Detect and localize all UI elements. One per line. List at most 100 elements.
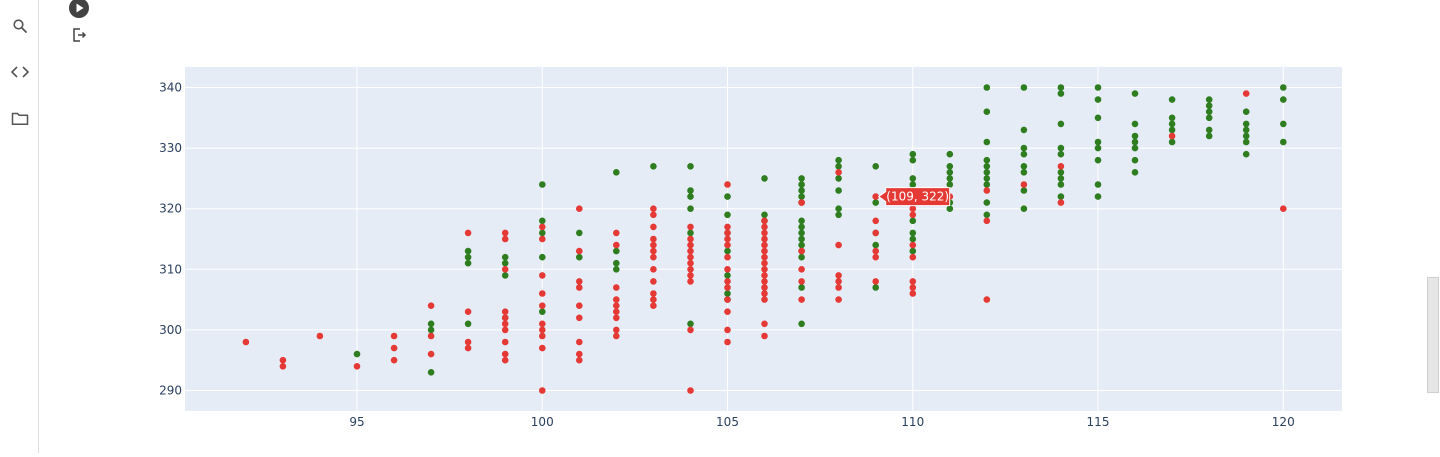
- data-point[interactable]: [501, 314, 509, 322]
- data-point[interactable]: [1057, 193, 1065, 200]
- data-point[interactable]: [650, 223, 657, 231]
- data-point[interactable]: [872, 229, 879, 237]
- data-point[interactable]: [798, 284, 805, 291]
- data-point[interactable]: [1020, 126, 1028, 134]
- data-point[interactable]: [501, 272, 509, 279]
- data-point[interactable]: [983, 108, 991, 115]
- data-point[interactable]: [650, 205, 657, 212]
- data-point[interactable]: [761, 266, 768, 273]
- data-point[interactable]: [724, 284, 731, 291]
- data-point[interactable]: [687, 387, 694, 394]
- data-point[interactable]: [613, 284, 620, 291]
- data-point[interactable]: [798, 223, 805, 231]
- data-point[interactable]: [724, 266, 731, 273]
- data-point[interactable]: [909, 156, 917, 164]
- data-point[interactable]: [835, 241, 842, 249]
- data-point[interactable]: [1020, 144, 1028, 152]
- data-point[interactable]: [279, 363, 287, 370]
- data-point[interactable]: [872, 217, 879, 225]
- data-point[interactable]: [872, 193, 879, 200]
- data-point[interactable]: [613, 169, 620, 176]
- data-point[interactable]: [427, 332, 435, 340]
- data-point[interactable]: [946, 150, 954, 158]
- data-point[interactable]: [835, 169, 842, 176]
- data-point[interactable]: [576, 338, 583, 346]
- data-point[interactable]: [687, 326, 694, 334]
- data-point[interactable]: [501, 253, 509, 261]
- data-point[interactable]: [835, 187, 842, 194]
- data-point[interactable]: [798, 229, 805, 237]
- data-point[interactable]: [798, 217, 805, 225]
- data-point[interactable]: [909, 205, 917, 212]
- data-point[interactable]: [650, 211, 657, 219]
- code-icon[interactable]: [10, 62, 30, 82]
- data-point[interactable]: [983, 187, 991, 194]
- data-point[interactable]: [427, 326, 435, 334]
- data-point[interactable]: [576, 314, 583, 322]
- data-point[interactable]: [1057, 144, 1065, 152]
- data-point[interactable]: [613, 314, 620, 322]
- data-point[interactable]: [983, 175, 991, 182]
- data-point[interactable]: [798, 241, 805, 249]
- data-point[interactable]: [761, 290, 768, 297]
- data-point[interactable]: [909, 241, 917, 249]
- search-icon[interactable]: [10, 16, 30, 36]
- data-point[interactable]: [1057, 169, 1065, 176]
- data-point[interactable]: [1242, 132, 1250, 140]
- data-point[interactable]: [724, 241, 731, 249]
- data-point[interactable]: [390, 332, 398, 340]
- data-point[interactable]: [613, 296, 620, 303]
- data-point[interactable]: [613, 308, 620, 316]
- data-point[interactable]: [909, 278, 917, 285]
- data-point[interactable]: [761, 247, 768, 255]
- data-point[interactable]: [761, 332, 768, 340]
- data-point[interactable]: [835, 163, 842, 170]
- data-point[interactable]: [464, 253, 472, 261]
- data-point[interactable]: [687, 193, 694, 200]
- data-point[interactable]: [539, 332, 546, 340]
- data-point[interactable]: [687, 320, 694, 328]
- data-point[interactable]: [724, 326, 731, 334]
- data-point[interactable]: [1020, 169, 1028, 176]
- data-point[interactable]: [835, 211, 842, 219]
- data-point[interactable]: [242, 338, 250, 346]
- data-point[interactable]: [613, 229, 620, 237]
- data-point[interactable]: [501, 259, 509, 267]
- data-point[interactable]: [576, 302, 583, 310]
- data-point[interactable]: [872, 163, 879, 170]
- data-point[interactable]: [909, 290, 917, 297]
- data-point[interactable]: [539, 290, 546, 297]
- data-point[interactable]: [798, 296, 805, 303]
- data-point[interactable]: [279, 356, 287, 364]
- data-point[interactable]: [687, 229, 694, 237]
- data-point[interactable]: [1094, 96, 1102, 103]
- data-point[interactable]: [687, 235, 694, 243]
- data-point[interactable]: [798, 247, 805, 255]
- data-point[interactable]: [501, 308, 509, 316]
- data-point[interactable]: [724, 229, 731, 237]
- data-point[interactable]: [872, 284, 879, 291]
- data-point[interactable]: [1020, 187, 1028, 194]
- data-point[interactable]: [1168, 114, 1176, 122]
- data-point[interactable]: [427, 369, 435, 376]
- data-point[interactable]: [1168, 132, 1176, 140]
- data-point[interactable]: [1280, 205, 1287, 212]
- data-point[interactable]: [983, 296, 991, 303]
- data-point[interactable]: [909, 150, 917, 158]
- data-point[interactable]: [687, 187, 694, 194]
- data-point[interactable]: [909, 235, 917, 243]
- data-point[interactable]: [1242, 90, 1250, 97]
- data-point[interactable]: [539, 320, 546, 328]
- data-point[interactable]: [650, 163, 657, 170]
- data-point[interactable]: [650, 235, 657, 243]
- data-point[interactable]: [761, 175, 768, 182]
- data-point[interactable]: [835, 156, 842, 164]
- data-point[interactable]: [724, 247, 731, 255]
- data-point[interactable]: [798, 193, 805, 200]
- folder-icon[interactable]: [10, 108, 30, 128]
- data-point[interactable]: [501, 350, 509, 358]
- data-point[interactable]: [798, 235, 805, 243]
- data-point[interactable]: [724, 253, 731, 261]
- data-point[interactable]: [576, 229, 583, 237]
- data-point[interactable]: [390, 356, 398, 364]
